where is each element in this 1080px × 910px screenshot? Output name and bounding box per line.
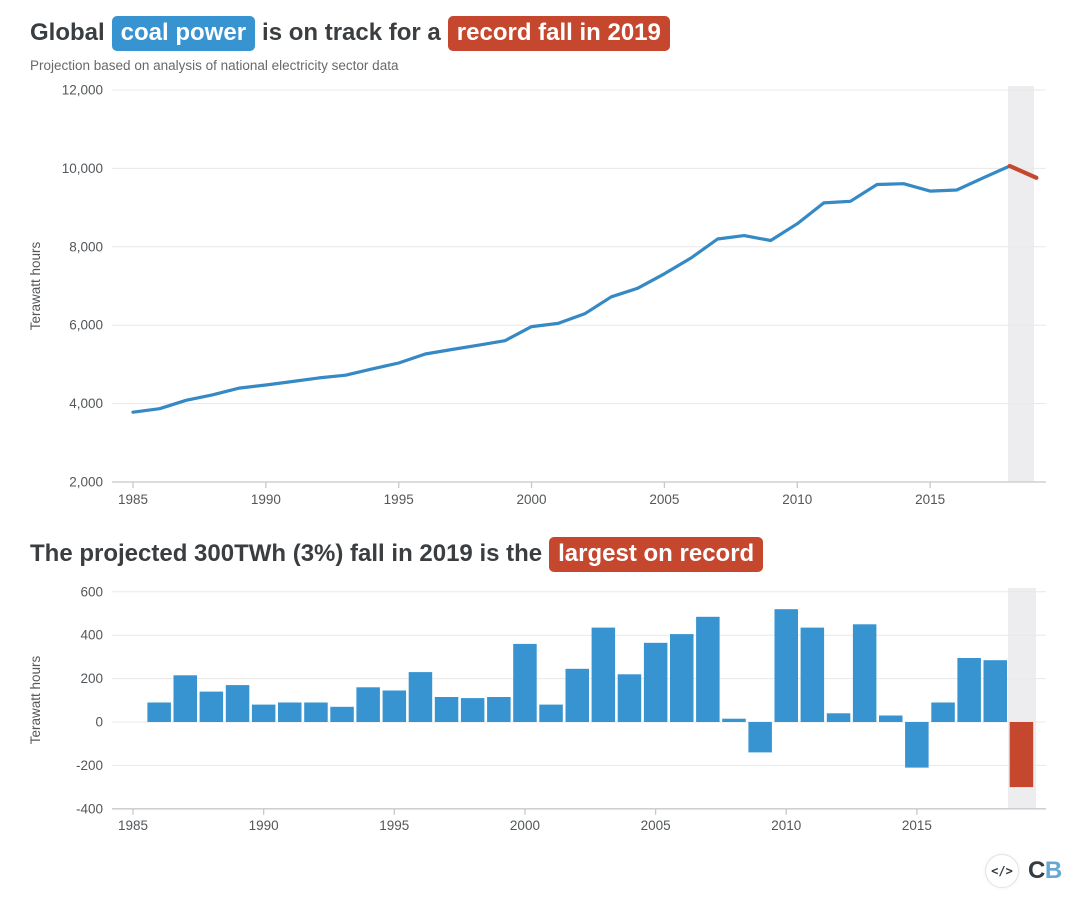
bar-1997 bbox=[434, 697, 459, 722]
bar-2017 bbox=[957, 658, 981, 722]
bar-2009 bbox=[748, 722, 772, 753]
title-text-prefix: The projected 300TWh (3%) fall in 2019 i… bbox=[30, 540, 543, 567]
record-fall-badge: record fall in 2019 bbox=[447, 16, 670, 51]
code-icon: </> bbox=[991, 864, 1013, 878]
svg-text:1985: 1985 bbox=[118, 818, 148, 833]
coal-power-badge: coal power bbox=[111, 16, 256, 51]
svg-text:1995: 1995 bbox=[384, 492, 414, 507]
coal-generation-line bbox=[131, 164, 1012, 414]
svg-text:2,000: 2,000 bbox=[69, 475, 103, 490]
svg-text:1985: 1985 bbox=[118, 492, 148, 507]
bar-2013 bbox=[852, 624, 877, 722]
svg-text:-200: -200 bbox=[76, 758, 103, 773]
svg-text:-400: -400 bbox=[76, 801, 103, 816]
svg-text:8,000: 8,000 bbox=[69, 239, 103, 254]
largest-on-record-badge: largest on record bbox=[549, 537, 764, 572]
logo-letter-c: C bbox=[1028, 857, 1045, 884]
bar-2007 bbox=[696, 616, 720, 722]
bar-1991 bbox=[278, 702, 302, 722]
svg-text:2010: 2010 bbox=[771, 818, 801, 833]
svg-text:2015: 2015 bbox=[915, 492, 945, 507]
logo-letter-b: B bbox=[1044, 857, 1062, 884]
bar-1999 bbox=[487, 697, 511, 722]
bar-2015 bbox=[905, 722, 929, 768]
bar-2018 bbox=[983, 660, 1007, 722]
coal-generation-line-chart: 12,000 10,000 8,000 6,000 4,000 2,000 1985 1990… bbox=[28, 83, 1046, 507]
svg-text:2000: 2000 bbox=[510, 818, 540, 833]
y-axis-label: Terawatt hours bbox=[28, 655, 43, 744]
bar-1987 bbox=[173, 675, 197, 722]
bar-2016 bbox=[931, 702, 955, 722]
title-text-middle: is on track for a bbox=[262, 19, 441, 46]
bar-2004 bbox=[617, 674, 642, 722]
bar-1990 bbox=[251, 704, 276, 722]
bar-2010 bbox=[774, 609, 798, 722]
svg-text:0: 0 bbox=[95, 715, 103, 730]
svg-text:200: 200 bbox=[80, 671, 103, 686]
svg-text:10,000: 10,000 bbox=[62, 161, 103, 176]
svg-text:2015: 2015 bbox=[902, 818, 932, 833]
svg-text:1990: 1990 bbox=[249, 818, 279, 833]
bar-2006 bbox=[670, 634, 694, 722]
title-text-prefix: Global bbox=[30, 19, 105, 46]
bar-1993 bbox=[330, 706, 354, 722]
bar-2001 bbox=[539, 704, 563, 722]
svg-text:400: 400 bbox=[80, 628, 103, 643]
svg-text:2005: 2005 bbox=[649, 492, 679, 507]
svg-text:1990: 1990 bbox=[251, 492, 281, 507]
svg-text:2005: 2005 bbox=[641, 818, 671, 833]
projection-2019-line bbox=[1007, 163, 1039, 180]
svg-text:6,000: 6,000 bbox=[69, 318, 103, 333]
svg-text:2000: 2000 bbox=[517, 492, 547, 507]
chart1-title: Global coal power is on track for a record … bbox=[30, 16, 677, 51]
bar-2008 bbox=[722, 718, 746, 722]
bar-2019 bbox=[1009, 722, 1034, 788]
bar-1996 bbox=[408, 672, 433, 722]
chart1-subtitle: Projection based on analysis of national… bbox=[30, 58, 399, 73]
bar-1994 bbox=[356, 687, 380, 722]
bar-2002 bbox=[565, 668, 589, 722]
svg-text:12,000: 12,000 bbox=[62, 83, 103, 98]
embed-code-button[interactable]: </> bbox=[985, 854, 1019, 888]
carbon-brief-logo[interactable]: CB bbox=[1028, 857, 1062, 885]
bar-1988 bbox=[199, 691, 224, 722]
bar-2000 bbox=[513, 643, 537, 722]
y-axis-label: Terawatt hours bbox=[28, 241, 43, 330]
bar-2014 bbox=[879, 715, 903, 722]
bar-2011 bbox=[800, 627, 825, 722]
projection-band bbox=[1008, 86, 1034, 482]
svg-text:1995: 1995 bbox=[379, 818, 409, 833]
bar-2012 bbox=[826, 713, 851, 722]
bar-1986 bbox=[147, 702, 171, 722]
bar-2005 bbox=[643, 642, 668, 722]
bar-1992 bbox=[304, 702, 328, 722]
svg-text:2010: 2010 bbox=[782, 492, 812, 507]
svg-text:600: 600 bbox=[80, 584, 103, 599]
svg-text:4,000: 4,000 bbox=[69, 396, 103, 411]
bar-1995 bbox=[382, 690, 407, 722]
bar-1998 bbox=[460, 698, 485, 722]
chart2-title: The projected 300TWh (3%) fall in 2019 i… bbox=[30, 537, 770, 572]
bar-2003 bbox=[591, 627, 616, 722]
bar-1989 bbox=[225, 685, 250, 722]
